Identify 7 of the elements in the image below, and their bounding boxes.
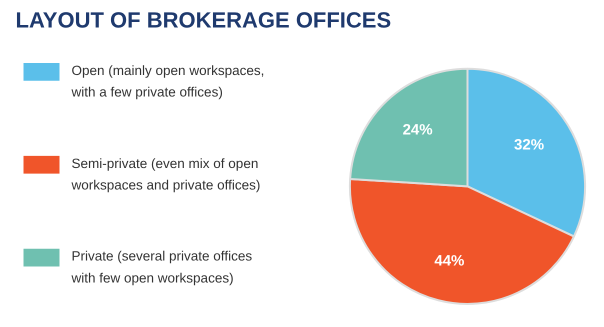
legend-label: Open (mainly open workspaces, with a few private offices) (70, 62, 264, 100)
data-label: 24% (402, 122, 433, 139)
data-label: 44% (434, 252, 464, 270)
legend-label: Semi-private (even mix of open workspaces and private offices) (70, 156, 260, 193)
legend-label: Private (several private offices with few open workspaces) (70, 248, 252, 286)
chart-title: LAYOUT OF BROKERAGE OFFICES (16, 8, 392, 32)
data-label: 32% (514, 136, 544, 154)
